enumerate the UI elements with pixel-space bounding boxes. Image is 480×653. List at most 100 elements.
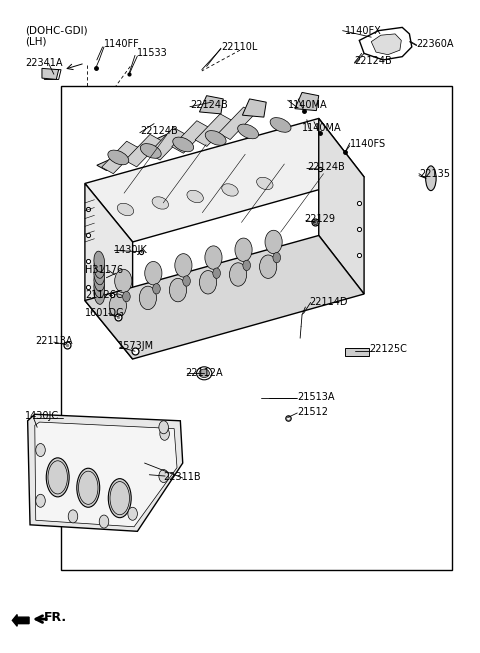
Polygon shape	[242, 99, 266, 117]
Circle shape	[183, 276, 191, 286]
FancyBboxPatch shape	[61, 86, 452, 570]
Circle shape	[115, 269, 132, 293]
Circle shape	[205, 246, 222, 269]
Circle shape	[159, 421, 168, 434]
Circle shape	[243, 260, 251, 270]
Ellipse shape	[94, 264, 105, 285]
Ellipse shape	[94, 277, 105, 298]
Ellipse shape	[94, 270, 105, 291]
Circle shape	[213, 268, 220, 278]
Text: 1430JK: 1430JK	[114, 245, 147, 255]
Text: 21512: 21512	[297, 407, 328, 417]
Polygon shape	[218, 107, 255, 140]
Ellipse shape	[108, 479, 131, 518]
Polygon shape	[102, 141, 138, 174]
Text: 22311B: 22311B	[164, 472, 201, 483]
Ellipse shape	[94, 258, 105, 278]
Circle shape	[139, 286, 156, 310]
Ellipse shape	[199, 369, 209, 377]
Ellipse shape	[77, 468, 100, 507]
Polygon shape	[148, 127, 185, 160]
Ellipse shape	[94, 283, 105, 304]
Text: 22360A: 22360A	[417, 39, 454, 49]
Circle shape	[109, 294, 126, 317]
Text: FR.: FR.	[44, 611, 68, 624]
Polygon shape	[371, 34, 401, 55]
Circle shape	[153, 283, 160, 294]
Text: 1140FF: 1140FF	[104, 39, 140, 49]
Circle shape	[99, 515, 109, 528]
Text: 22112A: 22112A	[185, 368, 223, 378]
Text: 22129: 22129	[304, 214, 336, 224]
Circle shape	[199, 270, 216, 294]
Polygon shape	[295, 93, 319, 110]
Text: 22114D: 22114D	[309, 297, 348, 307]
Ellipse shape	[222, 183, 238, 196]
Circle shape	[36, 443, 45, 456]
Bar	[345, 348, 369, 356]
Text: 22110L: 22110L	[221, 42, 257, 52]
Ellipse shape	[108, 150, 129, 165]
Text: 22135: 22135	[419, 168, 450, 179]
Ellipse shape	[257, 177, 273, 189]
Circle shape	[122, 291, 130, 302]
Text: 22125C: 22125C	[369, 344, 407, 355]
Circle shape	[160, 427, 169, 440]
Text: 1140MA: 1140MA	[302, 123, 342, 133]
Ellipse shape	[187, 190, 204, 202]
Text: 1140FS: 1140FS	[350, 140, 386, 150]
Text: 1430JC: 1430JC	[25, 411, 60, 421]
Circle shape	[145, 261, 162, 285]
Polygon shape	[85, 183, 132, 359]
Text: (LH): (LH)	[25, 37, 47, 47]
FancyArrow shape	[12, 614, 29, 626]
Ellipse shape	[205, 131, 226, 145]
Circle shape	[260, 255, 277, 278]
Polygon shape	[172, 121, 208, 153]
Ellipse shape	[238, 124, 259, 139]
Polygon shape	[85, 236, 364, 359]
Polygon shape	[85, 118, 364, 242]
Text: 22124B: 22124B	[190, 101, 228, 110]
Circle shape	[128, 507, 137, 520]
Polygon shape	[42, 69, 59, 80]
Polygon shape	[28, 414, 183, 532]
Circle shape	[273, 252, 281, 263]
Polygon shape	[319, 118, 364, 294]
Circle shape	[169, 278, 187, 302]
Text: 22341A: 22341A	[25, 58, 63, 68]
Polygon shape	[195, 114, 232, 146]
Text: 22124B: 22124B	[355, 56, 392, 66]
Ellipse shape	[173, 137, 193, 151]
Circle shape	[68, 510, 78, 523]
Text: H31176: H31176	[85, 265, 123, 275]
Text: 1573JM: 1573JM	[118, 341, 155, 351]
Ellipse shape	[94, 251, 105, 272]
Text: 21126C: 21126C	[85, 291, 122, 300]
Ellipse shape	[152, 197, 168, 209]
Text: 22113A: 22113A	[35, 336, 72, 347]
Circle shape	[265, 231, 282, 253]
Ellipse shape	[270, 118, 291, 133]
Circle shape	[175, 253, 192, 277]
Circle shape	[229, 263, 247, 286]
Ellipse shape	[140, 144, 161, 158]
Text: 22124B: 22124B	[307, 162, 345, 172]
Text: 1601DG: 1601DG	[85, 308, 124, 319]
Circle shape	[235, 238, 252, 261]
Ellipse shape	[46, 458, 69, 497]
Circle shape	[36, 494, 45, 507]
Polygon shape	[125, 135, 162, 167]
Text: 22124B: 22124B	[140, 127, 178, 136]
Text: 1140FX: 1140FX	[345, 25, 382, 36]
Ellipse shape	[426, 166, 436, 191]
Polygon shape	[199, 96, 223, 114]
Text: (DOHC-GDI): (DOHC-GDI)	[25, 25, 88, 36]
Circle shape	[159, 470, 168, 483]
Text: 21513A: 21513A	[297, 392, 335, 402]
Text: 11533: 11533	[137, 48, 168, 58]
Polygon shape	[35, 422, 177, 527]
Polygon shape	[97, 131, 183, 170]
Ellipse shape	[117, 203, 134, 215]
Text: 1140MA: 1140MA	[288, 101, 327, 110]
